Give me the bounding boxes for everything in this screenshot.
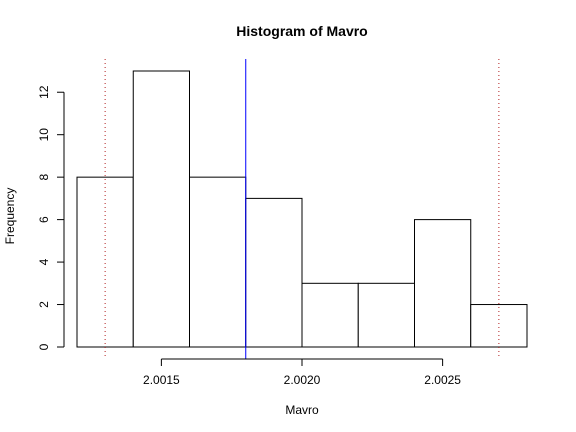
histogram-bar — [414, 219, 472, 348]
y-axis-label: Frequency — [3, 188, 17, 245]
x-tick-label: 2.0015 — [143, 373, 180, 387]
histogram-bar — [357, 282, 415, 348]
chart-title: Histogram of Mavro — [236, 23, 367, 39]
reference-lines-layer — [104, 59, 500, 359]
y-tick-label: 6 — [37, 216, 51, 223]
histogram-bar — [245, 197, 303, 348]
y-tick-label: 2 — [37, 301, 51, 308]
y-tick-label: 10 — [37, 128, 51, 142]
x-axis: 2.0015 2.0020 2.0025 — [143, 358, 461, 387]
histogram-bar — [76, 176, 134, 348]
bars-layer — [76, 70, 528, 348]
x-axis-label: Mavro — [285, 403, 319, 417]
y-axis: 0 2 4 6 8 10 12 — [37, 85, 65, 350]
y-tick-label: 0 — [37, 343, 51, 350]
histogram-bar — [189, 176, 247, 348]
y-tick-label: 4 — [37, 258, 51, 265]
y-tick-label: 8 — [37, 173, 51, 180]
x-tick-label: 2.0025 — [424, 373, 461, 387]
histogram-bar — [470, 304, 528, 348]
x-tick-label: 2.0020 — [284, 373, 321, 387]
y-tick-label: 12 — [37, 85, 51, 99]
histogram-bar — [132, 70, 190, 348]
histogram-bar — [301, 282, 359, 348]
